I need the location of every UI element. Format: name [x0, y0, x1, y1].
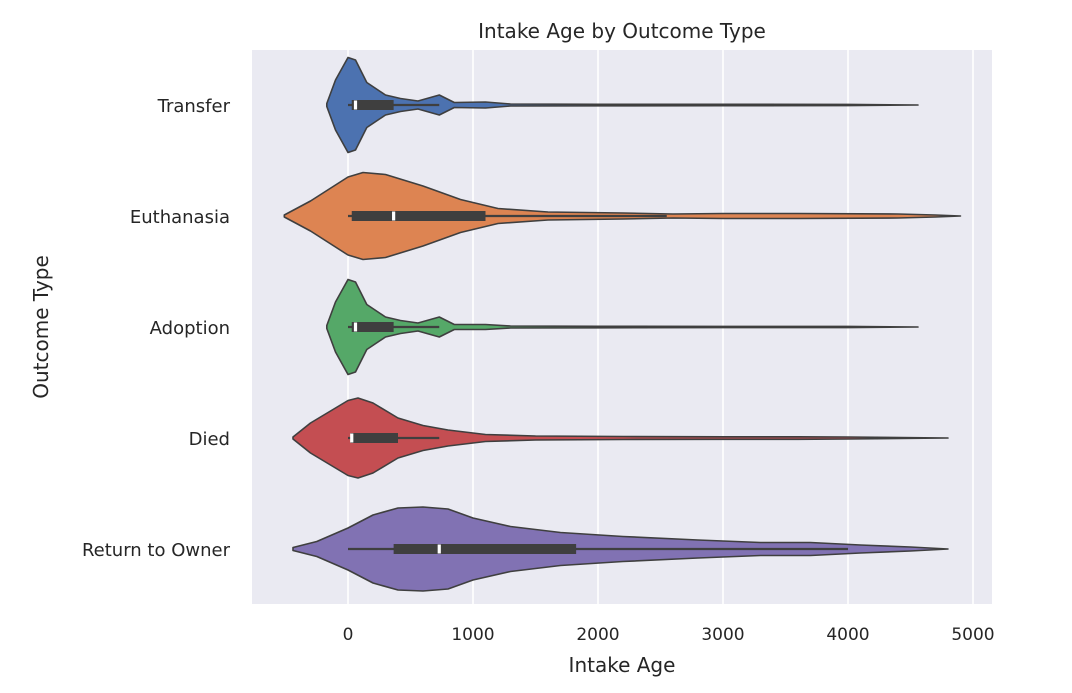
chart-title: Intake Age by Outcome Type	[478, 19, 766, 43]
x-tick-label: 1000	[451, 625, 494, 645]
x-tick-label: 5000	[951, 625, 994, 645]
category-labels: Transfer Euthanasia Adoption Died Return to …	[82, 96, 231, 561]
violin-median	[350, 433, 354, 443]
x-tick-label: 0	[343, 625, 354, 645]
category-label: Transfer	[157, 96, 231, 117]
y-axis-label: Outcome Type	[29, 255, 53, 399]
violin-median	[353, 322, 358, 332]
x-tick-label: 3000	[701, 625, 744, 645]
violin-body	[326, 56, 919, 154]
violins	[283, 56, 962, 592]
category-label: Return to Owner	[82, 540, 231, 561]
violin-median	[437, 544, 441, 554]
violin-body	[326, 278, 919, 376]
x-axis-label: Intake Age	[569, 653, 676, 677]
category-label: Adoption	[150, 318, 230, 339]
category-label: Euthanasia	[130, 207, 230, 228]
x-tick-labels: 0 1000 2000 3000 4000 5000	[343, 625, 995, 645]
violin-median	[353, 100, 358, 110]
x-tick-label: 4000	[826, 625, 869, 645]
category-label: Died	[189, 429, 230, 450]
x-tick-label: 2000	[576, 625, 619, 645]
violin-median	[392, 211, 396, 221]
violin-body	[292, 397, 949, 479]
